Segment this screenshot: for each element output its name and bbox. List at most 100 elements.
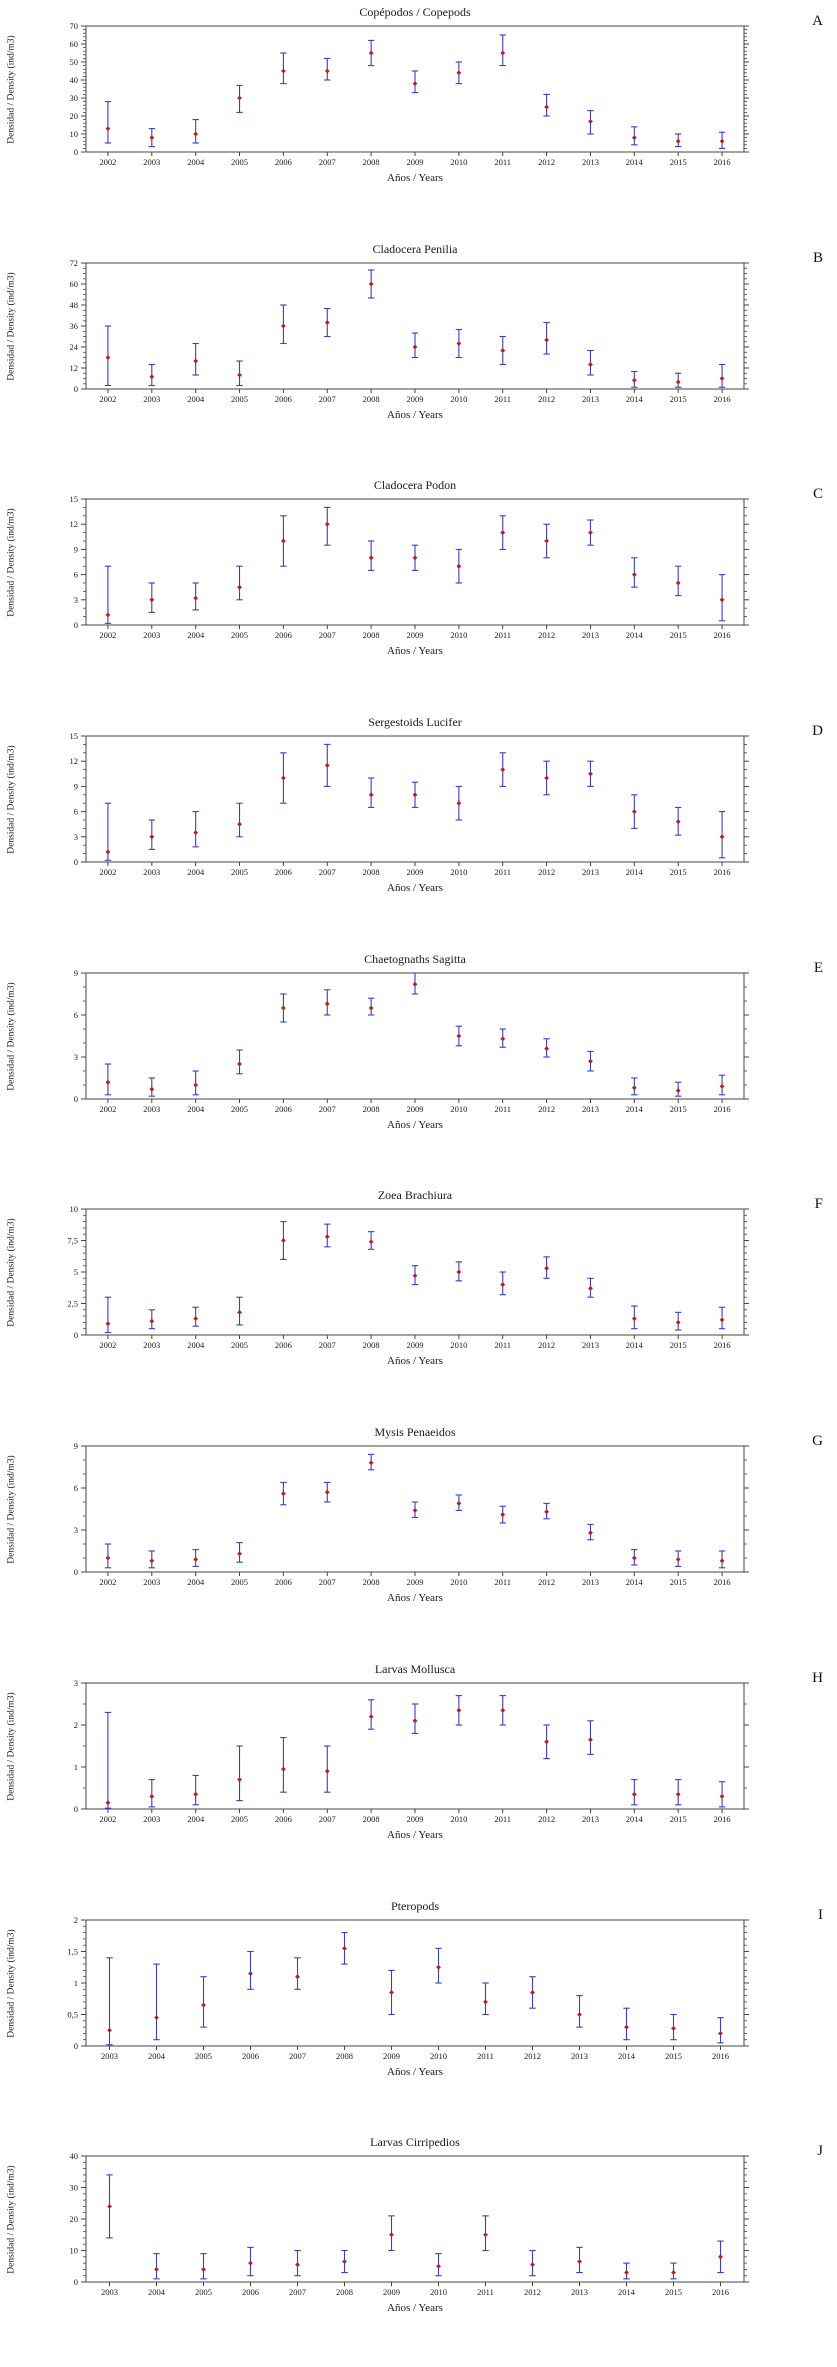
svg-text:2011: 2011 <box>494 1340 511 1350</box>
svg-text:10: 10 <box>70 1204 79 1214</box>
svg-text:2003: 2003 <box>143 1104 160 1114</box>
svg-text:3: 3 <box>74 595 78 605</box>
x-axis-label: Años / Years <box>387 1828 443 1841</box>
svg-text:2015: 2015 <box>670 1814 687 1824</box>
errorbar-plot: 0 3 6 9 2002 2003 2004 2005 2006 2007 2008 2009 2010… <box>74 1441 749 1587</box>
svg-text:2013: 2013 <box>571 2051 588 2061</box>
svg-text:0: 0 <box>74 1330 78 1340</box>
x-axis-label: Años / Years <box>387 2065 443 2078</box>
svg-text:2004: 2004 <box>187 1814 205 1824</box>
svg-text:2002: 2002 <box>99 867 116 877</box>
svg-text:2011: 2011 <box>477 2287 494 2297</box>
svg-text:2014: 2014 <box>626 1577 644 1587</box>
svg-text:2008: 2008 <box>363 1104 380 1114</box>
panel-title: Cladocera Podon <box>373 478 457 493</box>
panel-title: Sergestoids Lucifer <box>368 715 462 730</box>
chart-panel-g: Mysis Penaeidos G Densidad / Density (in… <box>0 1420 837 1657</box>
svg-text:2011: 2011 <box>494 1577 511 1587</box>
svg-text:2003: 2003 <box>143 1577 160 1587</box>
svg-text:9: 9 <box>74 781 78 791</box>
svg-text:0: 0 <box>74 1094 78 1104</box>
svg-text:2006: 2006 <box>275 157 292 167</box>
svg-text:50: 50 <box>70 57 79 67</box>
svg-text:2016: 2016 <box>714 1814 731 1824</box>
svg-text:10: 10 <box>70 129 79 139</box>
svg-text:2006: 2006 <box>275 630 292 640</box>
svg-text:2005: 2005 <box>231 1577 248 1587</box>
svg-text:60: 60 <box>70 39 79 49</box>
svg-text:2012: 2012 <box>524 2287 541 2297</box>
svg-text:2004: 2004 <box>187 1577 205 1587</box>
chart-panel-j: Larvas Cirripedios J Densidad / Density … <box>0 2130 837 2367</box>
svg-text:2007: 2007 <box>319 1814 336 1824</box>
svg-text:2011: 2011 <box>477 2051 494 2061</box>
svg-text:2005: 2005 <box>231 394 248 404</box>
svg-text:2012: 2012 <box>538 1104 555 1114</box>
svg-text:2006: 2006 <box>275 394 292 404</box>
svg-text:2003: 2003 <box>143 394 160 404</box>
svg-text:2007: 2007 <box>319 157 336 167</box>
svg-text:2002: 2002 <box>99 394 116 404</box>
svg-text:7,5: 7,5 <box>67 1236 78 1246</box>
svg-text:2013: 2013 <box>582 157 599 167</box>
svg-text:2004: 2004 <box>187 1340 205 1350</box>
errorbar-plot: 0 12 24 36 48 60 72 2002 2003 2004 2005 2006 2007 200… <box>70 258 749 404</box>
panel-title: Copépodos / Copepods <box>359 5 471 19</box>
svg-text:2,5: 2,5 <box>67 1299 78 1309</box>
svg-text:2011: 2011 <box>494 1104 511 1114</box>
svg-text:2004: 2004 <box>187 867 205 877</box>
svg-text:2008: 2008 <box>363 1340 380 1350</box>
svg-text:2: 2 <box>74 1915 78 1925</box>
svg-text:3: 3 <box>74 1052 78 1062</box>
svg-text:2009: 2009 <box>383 2051 400 2061</box>
errorbar-plot: 0 2,5 5 7,5 10 2002 2003 2004 2005 2006 2007 2008 20… <box>67 1204 749 1350</box>
svg-text:2003: 2003 <box>101 2051 118 2061</box>
svg-text:2006: 2006 <box>275 1577 292 1587</box>
svg-text:2010: 2010 <box>450 630 467 640</box>
panel-title: Zoea Brachiura <box>377 1188 453 1203</box>
svg-text:24: 24 <box>70 342 79 352</box>
svg-text:0: 0 <box>74 1804 78 1814</box>
x-axis-label: Años / Years <box>387 1118 443 1131</box>
svg-text:2009: 2009 <box>407 1577 424 1587</box>
chart-panel-h: Larvas Mollusca H Densidad / Density (in… <box>0 1657 837 1894</box>
svg-text:2016: 2016 <box>714 394 731 404</box>
svg-text:2010: 2010 <box>450 1340 467 1350</box>
svg-text:2013: 2013 <box>582 1814 599 1824</box>
svg-text:2008: 2008 <box>363 394 380 404</box>
panel-letter: I <box>818 1906 823 1923</box>
svg-text:2009: 2009 <box>407 1104 424 1114</box>
svg-text:2007: 2007 <box>319 394 336 404</box>
svg-text:1,5: 1,5 <box>67 1946 78 1956</box>
svg-text:2007: 2007 <box>319 630 336 640</box>
svg-text:2016: 2016 <box>712 2287 729 2297</box>
chart-panel-d: Sergestoids Lucifer D Densidad / Density… <box>0 710 837 947</box>
svg-text:2016: 2016 <box>712 2051 729 2061</box>
svg-text:2003: 2003 <box>101 2287 118 2297</box>
svg-text:2012: 2012 <box>538 1814 555 1824</box>
svg-text:72: 72 <box>70 258 79 268</box>
panel-letter: A <box>812 13 823 29</box>
svg-text:20: 20 <box>70 111 79 121</box>
svg-text:2009: 2009 <box>407 1814 424 1824</box>
svg-text:0: 0 <box>74 1567 78 1577</box>
x-axis-label: Años / Years <box>387 408 443 421</box>
svg-text:2: 2 <box>74 1720 78 1730</box>
svg-text:2008: 2008 <box>363 867 380 877</box>
svg-text:3: 3 <box>74 832 78 842</box>
svg-text:0: 0 <box>74 384 78 394</box>
svg-text:2009: 2009 <box>383 2287 400 2297</box>
svg-text:2015: 2015 <box>670 1340 687 1350</box>
chart-panel-i: Pteropods I Densidad / Density (ind/m3) … <box>0 1894 837 2131</box>
svg-text:2004: 2004 <box>187 630 205 640</box>
svg-text:6: 6 <box>74 570 78 580</box>
svg-text:10: 10 <box>70 2246 79 2256</box>
svg-text:60: 60 <box>70 279 79 289</box>
svg-text:2016: 2016 <box>714 157 731 167</box>
svg-text:2008: 2008 <box>363 630 380 640</box>
panel-letter: G <box>812 1433 823 1450</box>
svg-text:6: 6 <box>74 1483 78 1493</box>
svg-text:2006: 2006 <box>275 1814 292 1824</box>
svg-text:2016: 2016 <box>714 867 731 877</box>
